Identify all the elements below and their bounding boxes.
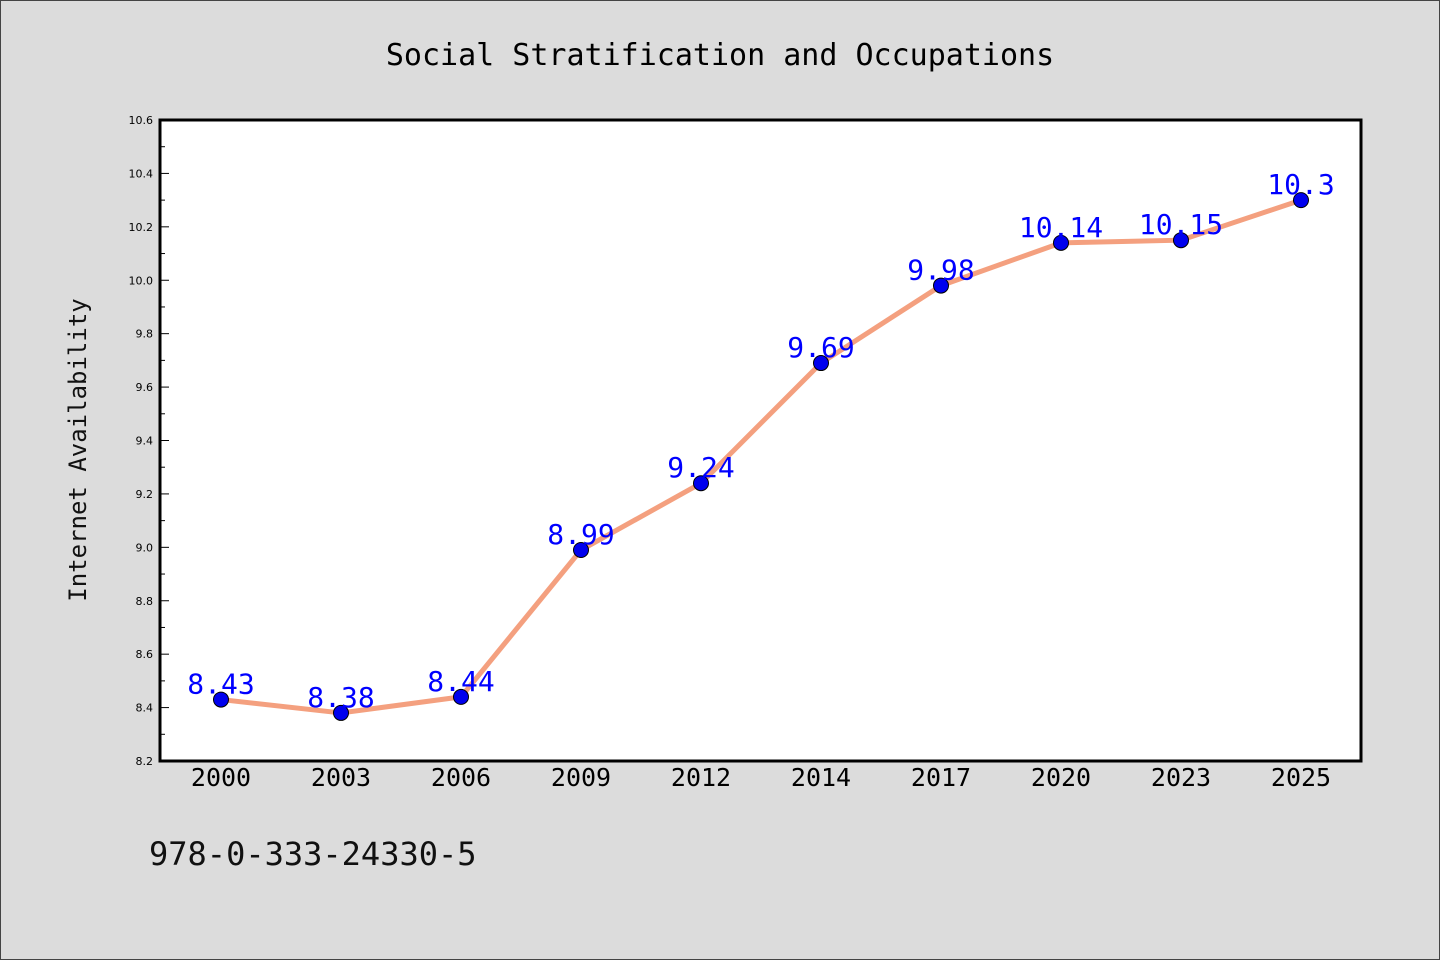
x-tick-label: 2000 <box>191 763 251 792</box>
y-tick-label: 8.2 <box>136 755 154 768</box>
data-point <box>1293 192 1309 209</box>
data-label: 9.98 <box>907 254 974 287</box>
data-label: 8.43 <box>187 668 254 701</box>
data-point <box>453 688 469 705</box>
y-tick-label: 10.2 <box>129 221 154 234</box>
x-tick-label: 2017 <box>911 763 971 792</box>
y-tick-label: 9.6 <box>136 381 154 394</box>
y-tick-label: 9.4 <box>136 435 154 448</box>
y-axis-ticks: 8.2 8.4 8.6 8.8 9.0 9.2 9.4 9.6 9.8 10.0 10.2 10.4 1… <box>129 114 169 768</box>
data-point <box>1173 232 1189 249</box>
data-label: 9.69 <box>787 331 854 364</box>
y-tick-label: 8.6 <box>136 648 154 661</box>
data-point <box>333 704 349 721</box>
x-tick-label: 2012 <box>671 763 731 792</box>
y-axis-label: Internet Availability <box>64 298 92 601</box>
y-tick-label: 10.4 <box>129 167 154 180</box>
isbn-text: 978-0-333-24330-5 <box>149 835 477 873</box>
series-line <box>218 197 1304 716</box>
x-tick-label: 2020 <box>1031 763 1091 792</box>
data-point <box>1053 234 1069 251</box>
data-label: 8.38 <box>307 681 374 714</box>
plot-area <box>158 118 1363 763</box>
data-point <box>813 355 829 372</box>
data-point <box>573 542 589 559</box>
data-point <box>933 277 949 294</box>
y-tick-label: 10.6 <box>129 114 154 127</box>
data-point <box>213 691 229 708</box>
y-tick-label: 9.0 <box>136 541 154 554</box>
y-tick-label: 10.0 <box>129 274 154 287</box>
x-tick-label: 2023 <box>1151 763 1211 792</box>
data-label: 8.99 <box>547 518 614 551</box>
data-label: 9.24 <box>667 451 734 484</box>
y-tick-label: 9.2 <box>136 488 154 501</box>
y-tick-label: 8.4 <box>136 702 154 715</box>
y-tick-label: 8.8 <box>136 595 154 608</box>
x-tick-label: 2014 <box>791 763 851 792</box>
x-axis-ticks: 2000 2003 2006 2009 2012 2014 2017 2020 2023 2025 <box>191 763 1331 792</box>
data-label: 10.14 <box>1019 211 1103 244</box>
data-label: 8.44 <box>427 665 494 698</box>
data-label: 10.3 <box>1267 168 1334 201</box>
x-tick-label: 2009 <box>551 763 611 792</box>
x-tick-label: 2003 <box>311 763 371 792</box>
x-tick-label: 2025 <box>1271 763 1331 792</box>
y-tick-label: 9.8 <box>136 328 154 341</box>
series-group: 8.43 8.38 8.44 8.99 9.24 9.69 9.98 10.14 10.15 10… <box>187 168 1335 721</box>
data-point <box>693 475 709 492</box>
chart-title: Social Stratification and Occupations <box>386 38 1054 73</box>
x-tick-label: 2006 <box>431 763 491 792</box>
data-label: 10.15 <box>1139 208 1223 241</box>
